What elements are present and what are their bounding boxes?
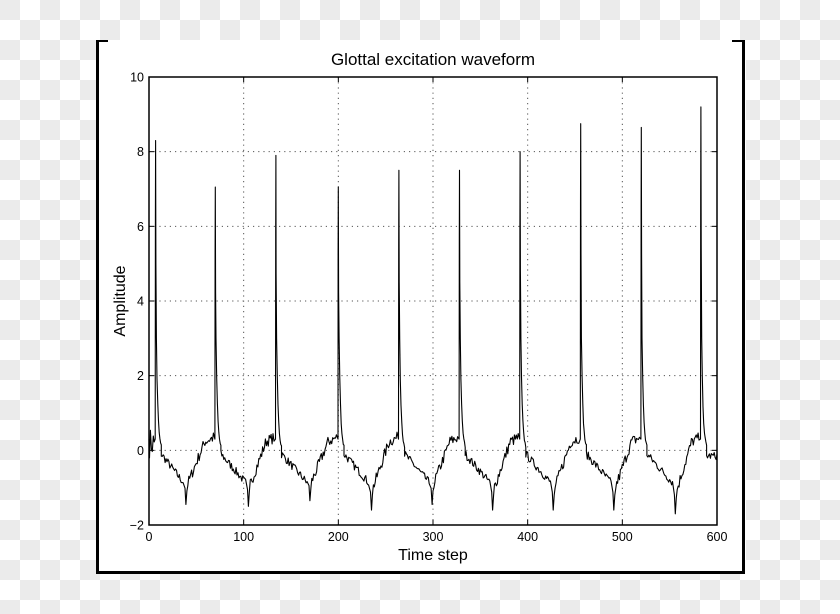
x-tick-label: 100 <box>233 530 254 544</box>
waveform-line <box>148 106 718 515</box>
y-tick-label: 10 <box>130 71 144 85</box>
y-tick-label: 8 <box>137 145 144 159</box>
x-axis-label: Time step <box>398 547 468 564</box>
figure-frame-left <box>96 40 99 574</box>
plot-area-border <box>148 76 718 526</box>
y-tick-label: 6 <box>137 220 144 234</box>
x-tick-label: 300 <box>423 530 444 544</box>
x-tick-label: 600 <box>707 530 728 544</box>
x-tick-label: 500 <box>612 530 633 544</box>
x-tick-label: 0 <box>146 530 153 544</box>
figure-frame-bottom <box>96 571 745 574</box>
figure-frame-right <box>742 40 745 574</box>
x-tick-label: 200 <box>328 530 349 544</box>
x-tick-label: 400 <box>517 530 538 544</box>
y-tick-label: −2 <box>130 519 144 533</box>
figure-frame-corner-left <box>96 40 108 42</box>
y-axis-label: Amplitude <box>112 265 129 336</box>
figure-background <box>96 40 746 574</box>
y-tick-label: 4 <box>137 295 144 309</box>
chart-title: Glottal excitation waveform <box>331 50 535 69</box>
figure-frame-corner-right <box>732 40 744 42</box>
x-tick-labels: 0 100 200 300 400 500 600 <box>146 530 728 544</box>
grid-lines <box>149 77 717 525</box>
y-tick-label: 2 <box>137 369 144 383</box>
y-tick-labels: −2 0 2 4 6 8 10 <box>130 71 144 533</box>
y-tick-label: 0 <box>137 444 144 458</box>
